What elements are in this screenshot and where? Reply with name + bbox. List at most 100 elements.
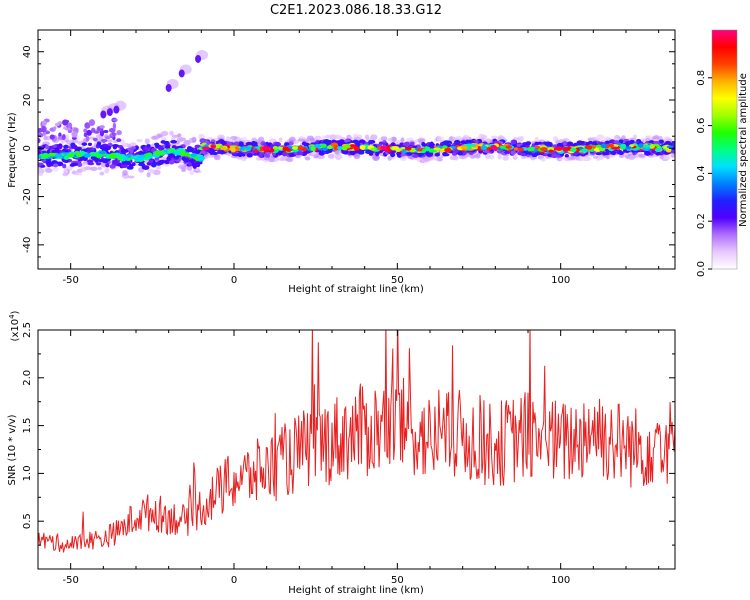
spectrogram-cell [93,130,100,134]
spectrogram-cell [442,153,450,157]
spectrogram-cell [510,139,517,145]
trace-point [195,54,202,63]
spectrogram-cell [187,165,193,171]
spectrogram-cell [53,126,57,130]
spectrogram-cell [396,151,402,156]
spectrogram-cell [157,160,164,165]
spectrogram-cell [200,150,206,155]
spectrogram-cell [96,141,102,146]
spectrogram-cell [569,156,576,161]
spectrogram-cell [370,147,377,151]
spectrogram-cell [87,162,95,166]
spectrogram-cell [68,152,75,157]
spectrogram-cell [341,146,348,150]
x-tick-label: -50 [62,275,78,286]
spectrogram-cell [170,140,178,144]
y-tick-label: -40 [22,237,33,253]
spectrogram-cell [625,146,632,150]
y-tick-label: 2.0 [22,370,33,386]
spectrogram-cell [240,136,247,141]
spectrogram-cell [282,146,289,152]
spectrogram-cell [234,141,239,145]
spectrogram-cell [120,148,127,154]
spectrogram-cell [167,148,174,154]
spectrogram-cell [45,168,53,174]
spectrogram-cell [49,134,55,140]
spectrogram-cell [71,162,79,167]
spectrogram-cell [282,152,288,157]
spectrogram-cell [327,153,335,159]
spectrogram-cell [86,129,92,136]
spectrogram-cell [63,155,70,160]
spectrogram-cell [433,147,441,151]
spectrogram-cell [534,136,539,141]
spectrogram-cell [502,156,508,160]
spectrogram-cell [54,122,60,127]
spectrogram-cell [107,139,113,143]
spectrogram-cell [87,142,93,146]
snr-series-line [38,330,675,553]
spectrogram-cell [534,141,540,146]
spectrogram-cell [638,143,644,148]
spectrogram-cell [554,146,563,151]
spectrogram-cell [412,154,419,158]
snr-yscale: (x104) [8,310,21,341]
spectrogram-cell [147,155,153,159]
spectrogram-cell [111,132,116,136]
spectrogram-cell [296,151,304,156]
spectrogram-cell [149,168,155,175]
spectrogram-cell [67,122,73,129]
spectrogram-cell [52,163,59,168]
spectrogram-cell [54,147,60,153]
spectrogram-cell [124,160,130,165]
spectrogram-cell [41,125,46,133]
spectrogram-cell [497,153,502,160]
spectrogram-cell [313,143,322,148]
spectrogram-cell [67,129,72,133]
spectrogram-cell [584,145,593,150]
snr-xlabel: Height of straight line (km) [288,585,424,596]
spectrogram-cell [454,141,459,146]
colorbar-tick-label: 0.6 [696,118,707,134]
spectrogram-cell [83,128,88,133]
spectrogram-cell [255,156,261,161]
spectrogram-cell [122,170,128,176]
spectrogram-cell [104,136,111,140]
spectrogram-cell [655,147,662,152]
spectrogram-cell [120,163,128,169]
spectrogram-cell [142,165,150,170]
spectrogram-cell [562,142,568,146]
spectrogram-cell [433,157,439,161]
spectrogram-cell [169,130,174,136]
spectrogram-cell [136,138,143,143]
spectrogram-cell [629,139,635,144]
spectrogram-cell [402,142,409,147]
spectrogram-cell [417,138,426,143]
spectrogram-cell [45,160,52,166]
spectrogram-cell [38,168,45,174]
spectrogram-cell [154,156,160,161]
spectrogram-cell [610,151,617,155]
spectrogram-cell [562,146,569,152]
spectrogram-cell [513,147,519,151]
spectrogram-cell [226,141,233,146]
spectrogram-cell [353,154,360,158]
spectrogram-cell [618,139,624,143]
spectrogram-cell [428,151,434,156]
spectrogram-cell [62,172,69,177]
spectrogram-cell [168,159,175,165]
y-tick-label: -20 [22,188,33,204]
spectrogram-cell [268,158,275,163]
spectrogram-cell [86,159,94,164]
spectrogram-cell [338,136,343,140]
spectrogram-cell [364,134,370,140]
spectrogram-cell [251,142,257,146]
spectrogram-cell [548,149,554,153]
spectrogram-cell [105,145,111,151]
spectrogram-cell [602,151,610,156]
spectrogram-cell [453,155,459,161]
x-tick-label: -50 [62,575,78,586]
spectrogram-cell [595,152,603,156]
spectrogram-cell [42,131,47,136]
spectrogram-cell [88,119,96,126]
